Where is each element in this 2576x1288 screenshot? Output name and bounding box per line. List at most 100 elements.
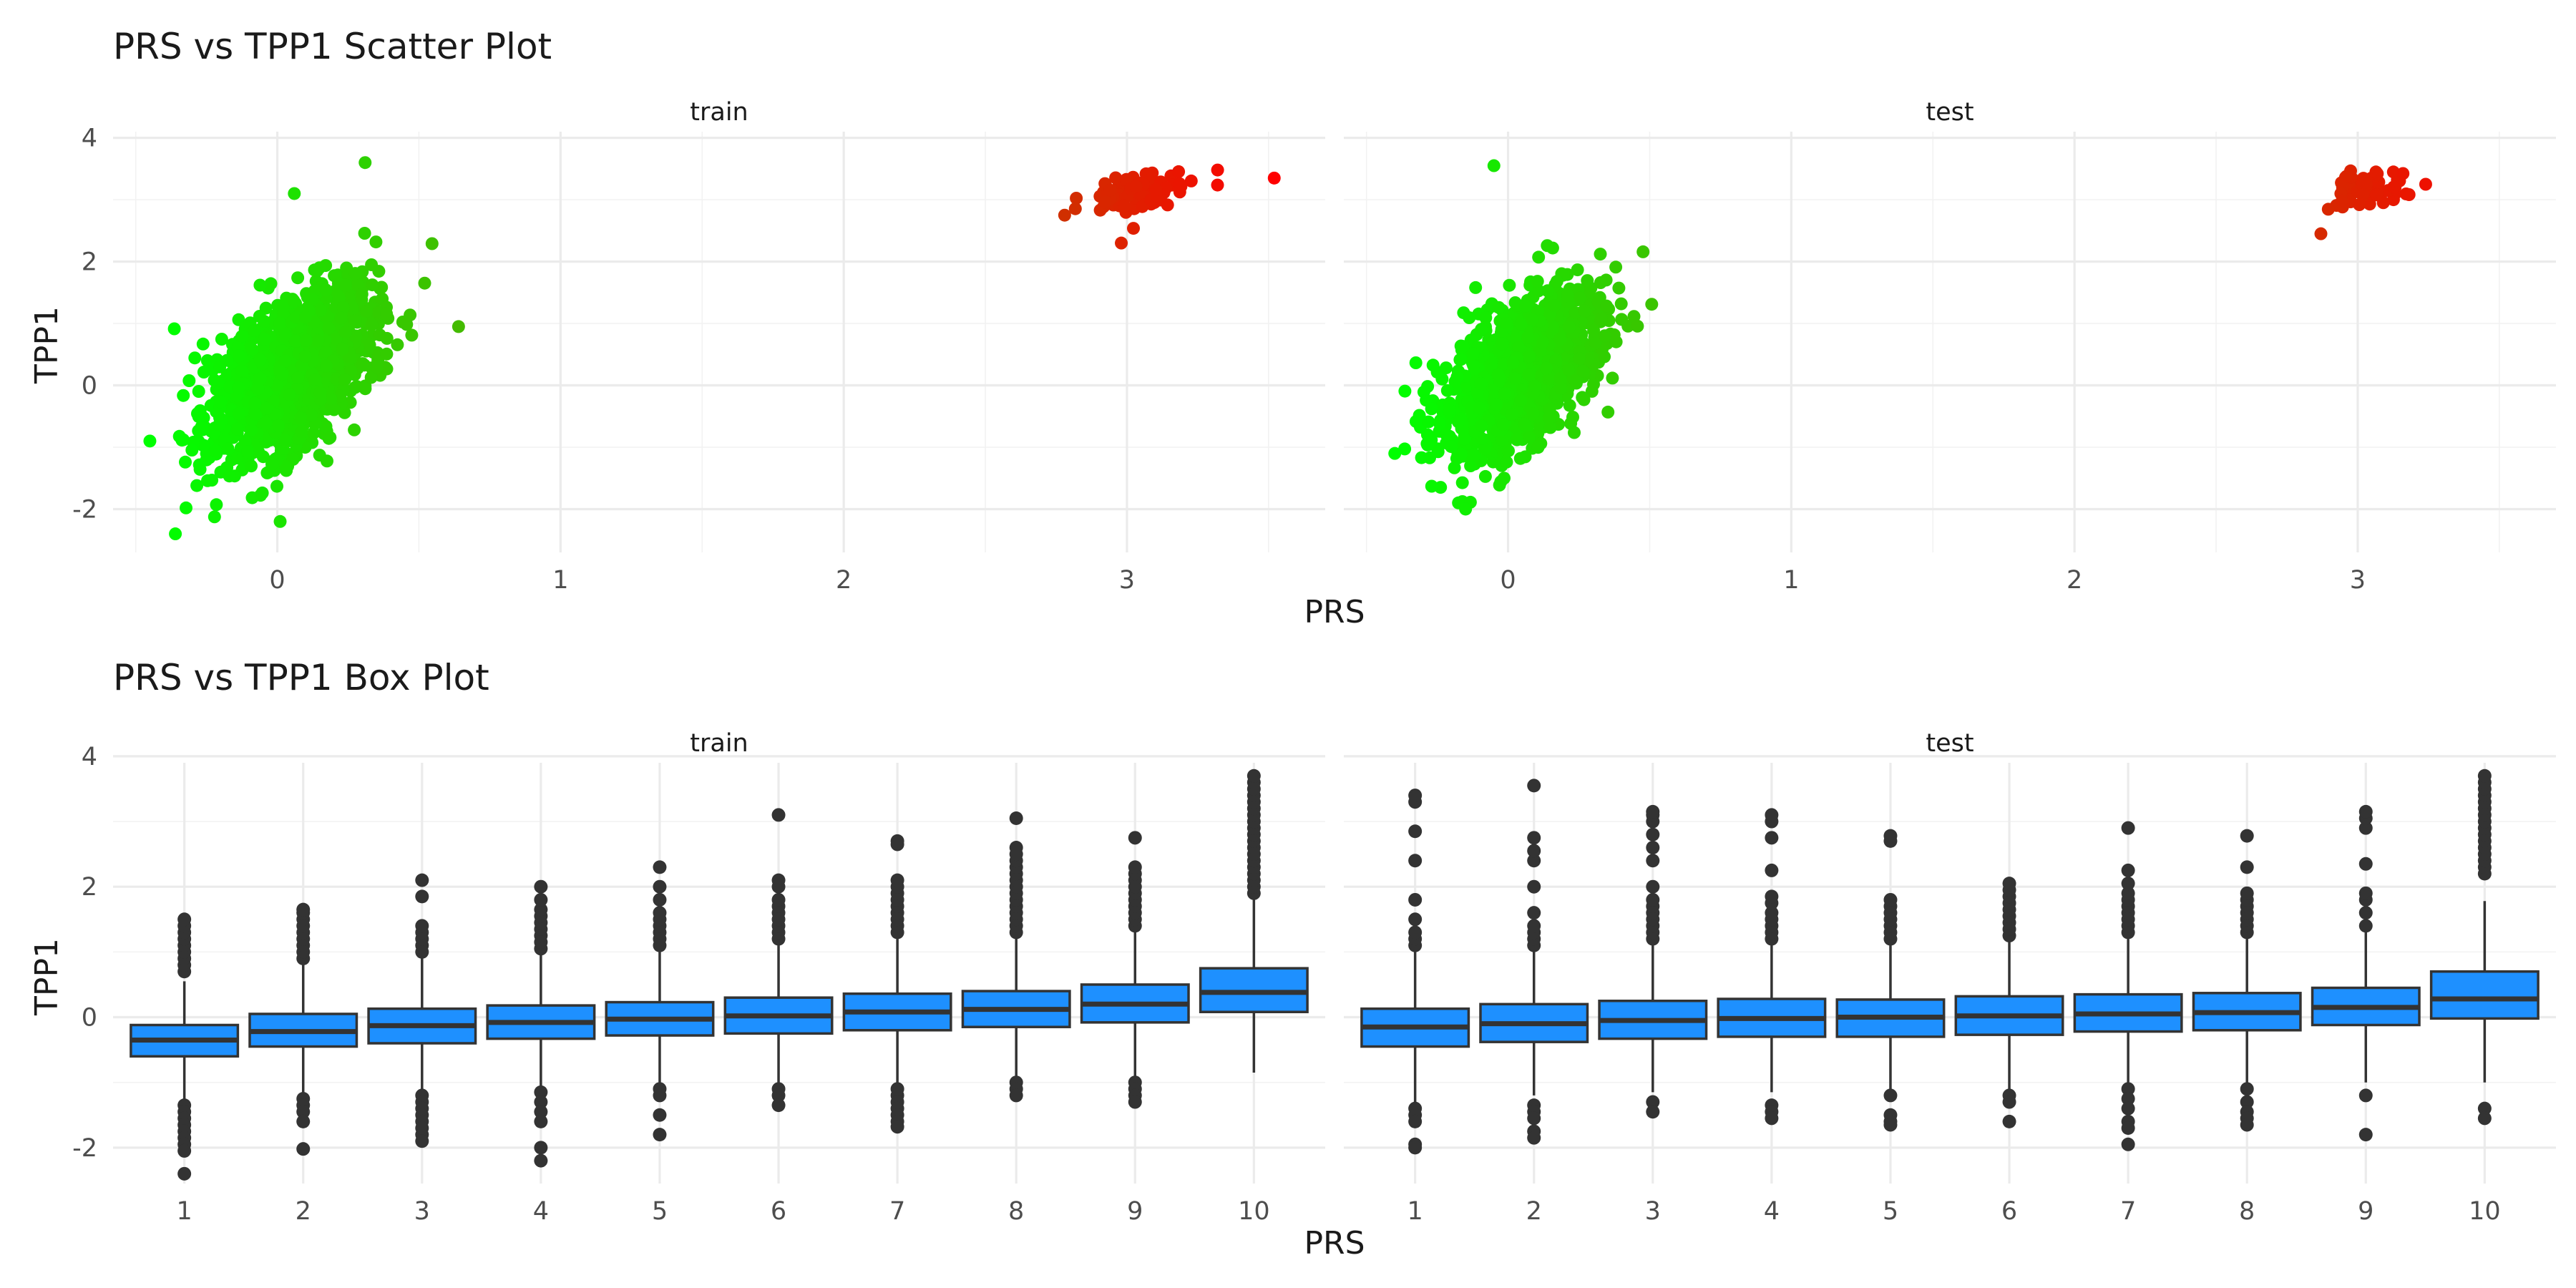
- data-point: [1098, 195, 1112, 209]
- data-point: [1417, 385, 1430, 399]
- data-point: [1398, 384, 1412, 398]
- data-point: [1549, 353, 1563, 367]
- facet-test: test 1 2 3 4 5 6 7 8 9 10: [1344, 729, 2556, 1226]
- data-point: [1388, 447, 1402, 460]
- y-tick-label: 0: [82, 1004, 97, 1033]
- data-point: [1562, 363, 1576, 376]
- outlier-point: [2240, 1082, 2254, 1096]
- data-point: [1398, 442, 1412, 456]
- data-point: [2419, 177, 2432, 191]
- data-point: [1173, 177, 1186, 190]
- data-point: [232, 407, 245, 420]
- data-point: [1129, 180, 1143, 193]
- data-point: [213, 395, 227, 409]
- outlier-point: [1527, 1111, 1541, 1126]
- outlier-point: [2121, 1091, 2135, 1106]
- data-point: [244, 423, 258, 436]
- data-point: [264, 277, 278, 291]
- outlier-point: [534, 1105, 548, 1119]
- data-point: [1463, 311, 1476, 324]
- data-point: [1211, 163, 1224, 177]
- data-point: [1459, 502, 1473, 516]
- data-point: [179, 455, 192, 469]
- outlier-point: [2121, 1121, 2135, 1136]
- x-tick-label: 1: [1407, 1197, 1423, 1226]
- data-point: [339, 326, 352, 339]
- y-tick-label: -2: [72, 1134, 97, 1163]
- data-point: [291, 271, 305, 285]
- data-point: [1601, 405, 1615, 419]
- data-point: [1541, 284, 1554, 298]
- outlier-point: [534, 1153, 548, 1168]
- outlier-point: [1408, 789, 1423, 803]
- outlier-point: [1527, 854, 1541, 868]
- x-tick-label: 3: [414, 1197, 430, 1226]
- data-point: [306, 293, 319, 306]
- data-point: [192, 458, 206, 472]
- data-point: [364, 371, 378, 384]
- data-point: [313, 386, 327, 399]
- outlier-point: [2358, 804, 2373, 819]
- data-point: [197, 439, 210, 452]
- data-point: [380, 347, 394, 361]
- data-point: [1184, 174, 1198, 187]
- data-point: [1211, 178, 1224, 192]
- data-point: [1422, 415, 1435, 429]
- outlier-point: [1527, 906, 1541, 920]
- data-point: [1548, 299, 1561, 313]
- data-point: [1508, 371, 1522, 385]
- data-point: [319, 283, 333, 297]
- x-tick-label: 0: [269, 566, 285, 595]
- data-point: [1498, 387, 1511, 401]
- data-point: [1609, 335, 1623, 348]
- data-point: [1636, 245, 1650, 258]
- outlier-point: [534, 1114, 548, 1128]
- y-axis-title: TPP1: [29, 306, 65, 384]
- data-point: [1521, 331, 1535, 344]
- outlier-point: [1765, 889, 1779, 904]
- data-point: [334, 311, 348, 325]
- outlier-point: [1765, 808, 1779, 822]
- x-tick-label: 10: [2469, 1197, 2501, 1226]
- y-axis-title: TPP1: [29, 938, 65, 1016]
- data-point: [2399, 187, 2413, 200]
- data-point: [311, 334, 325, 348]
- data-point: [324, 392, 338, 406]
- data-point: [348, 314, 362, 328]
- data-point: [1068, 202, 1082, 215]
- y-tick-label: -2: [72, 495, 97, 524]
- data-point: [1514, 394, 1527, 407]
- x-tick-label: 8: [2239, 1197, 2255, 1226]
- outlier-point: [2121, 1137, 2135, 1151]
- data-point: [336, 301, 350, 314]
- x-tick-label: 0: [1500, 566, 1516, 595]
- data-point: [1541, 239, 1554, 253]
- data-point: [1490, 398, 1503, 411]
- data-point: [1563, 321, 1576, 333]
- data-point: [1451, 415, 1465, 429]
- data-point: [190, 479, 204, 492]
- data-point: [1115, 236, 1128, 250]
- data-point: [338, 373, 351, 386]
- y-tick-label: 2: [82, 248, 97, 277]
- outlier-point: [1246, 769, 1261, 783]
- data-point: [230, 422, 244, 436]
- data-point: [1478, 469, 1492, 483]
- data-point: [1566, 411, 1579, 424]
- outlier-point: [653, 1128, 667, 1142]
- data-point: [405, 328, 419, 342]
- data-point: [2389, 181, 2402, 194]
- data-point: [1514, 318, 1528, 331]
- data-point: [380, 307, 394, 321]
- data-point: [2321, 203, 2335, 216]
- outlier-point: [1009, 1088, 1023, 1103]
- data-point: [1495, 337, 1508, 351]
- outlier-point: [1765, 831, 1779, 845]
- data-point: [1431, 445, 1445, 459]
- data-point: [1425, 479, 1438, 493]
- x-tick-label: 1: [552, 566, 568, 595]
- y-tick-label: 0: [82, 372, 97, 401]
- outlier-point: [1408, 925, 1423, 940]
- data-point: [1511, 433, 1523, 447]
- outlier-point: [2358, 886, 2373, 900]
